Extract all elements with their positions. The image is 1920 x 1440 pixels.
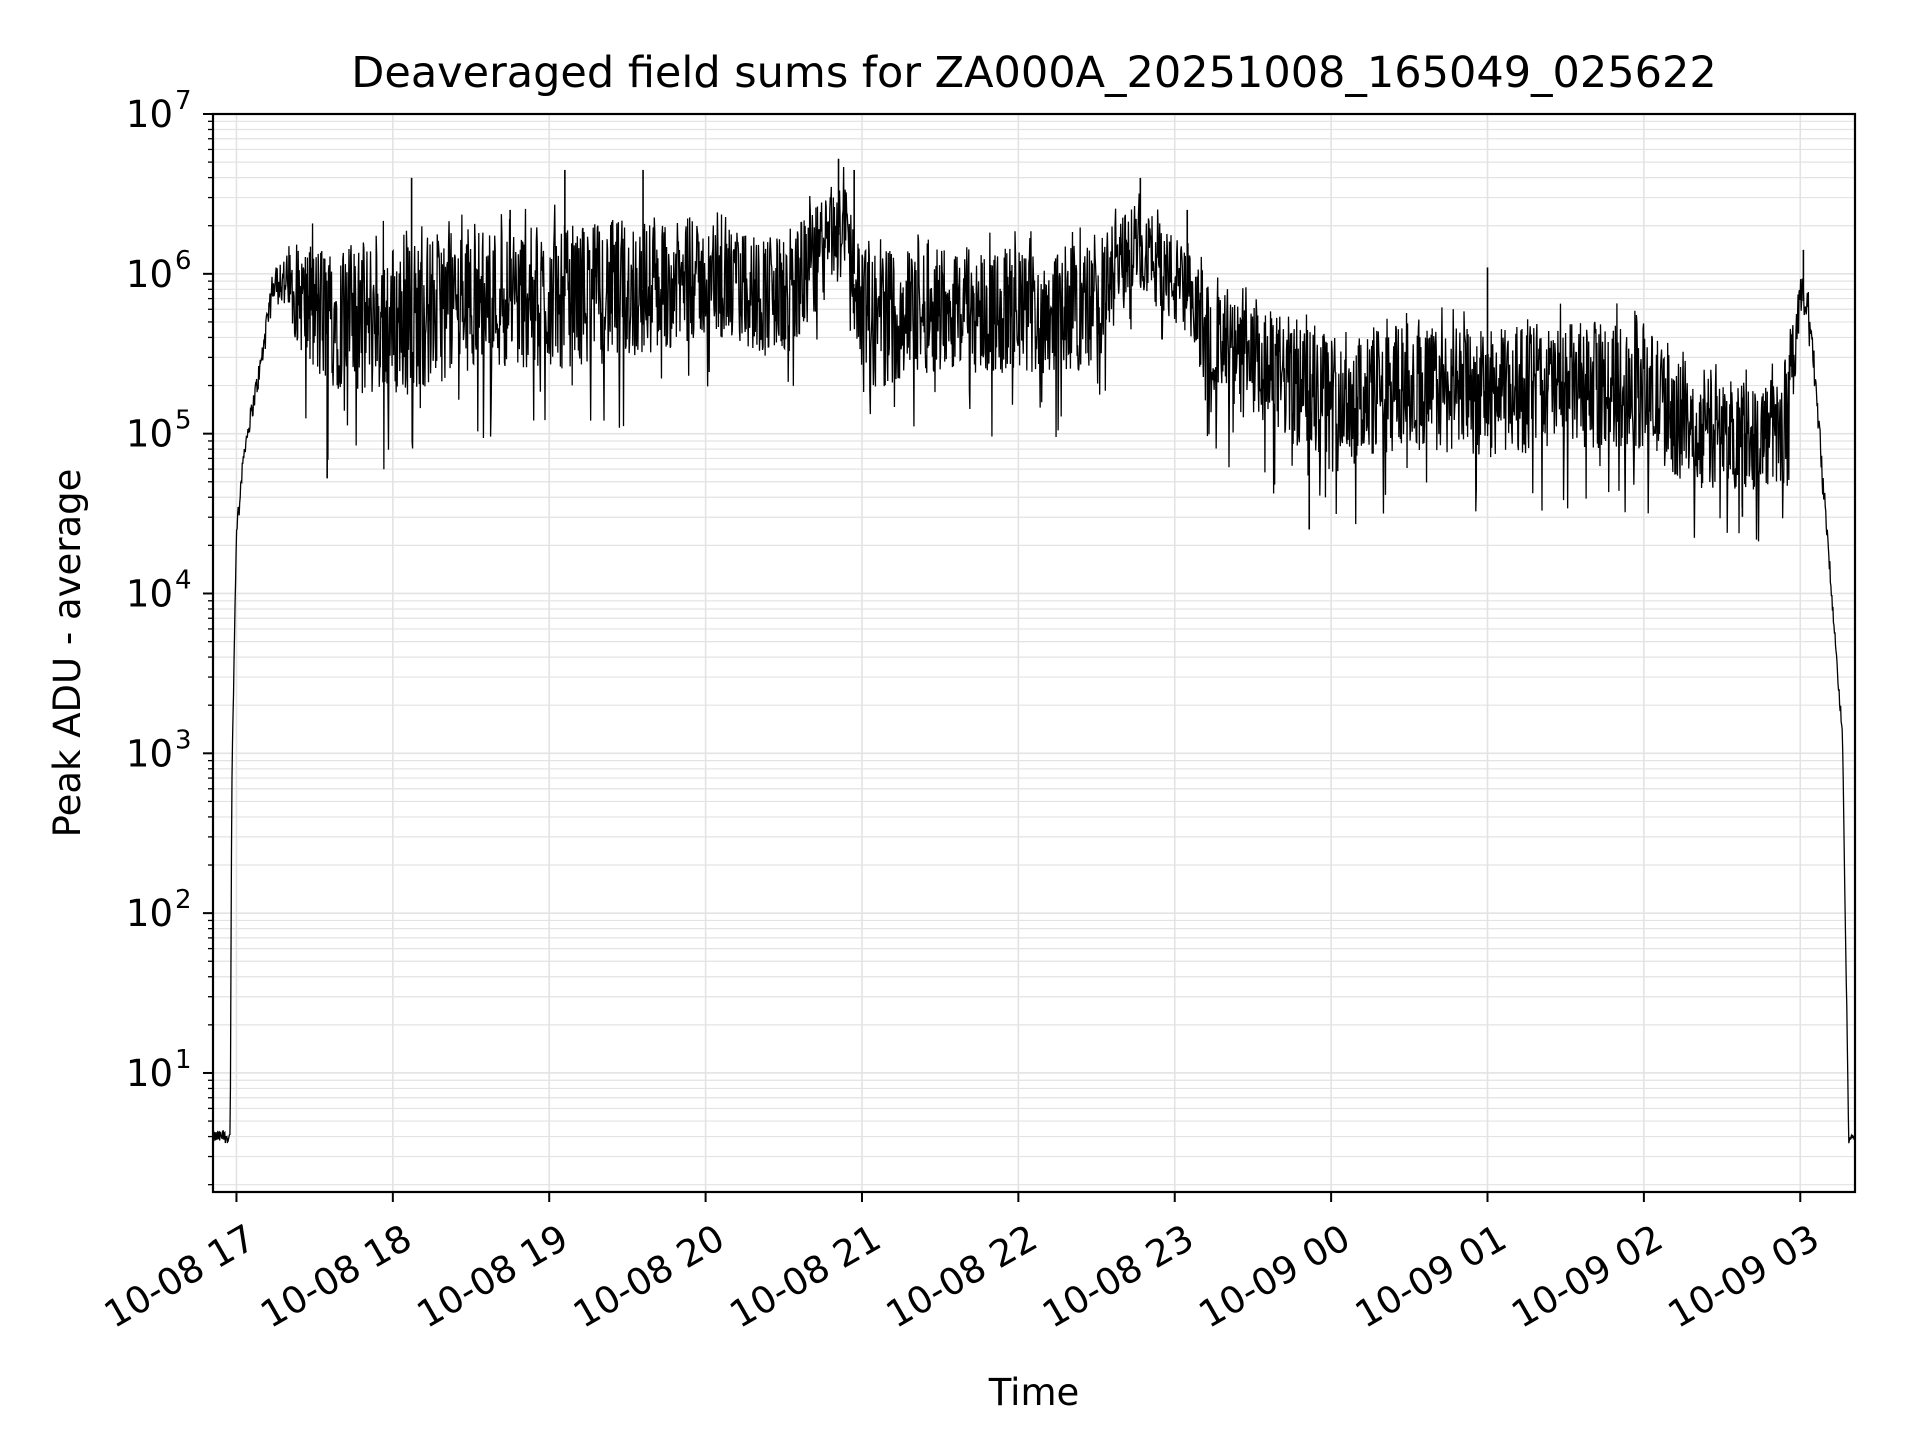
y-tick-exponent: 7	[175, 86, 192, 116]
y-axis-label: Peak ADU - average	[46, 469, 89, 838]
y-tick-label: 10	[126, 1052, 173, 1095]
y-tick-exponent: 4	[175, 565, 192, 595]
y-tick-label: 10	[126, 93, 173, 136]
y-tick-exponent: 1	[175, 1045, 192, 1075]
tick-marks	[203, 113, 1802, 1202]
plot-frame	[211, 112, 1857, 1194]
y-tick-label: 10	[126, 413, 173, 456]
x-axis-label: Time	[988, 1371, 1080, 1414]
y-tick-exponent: 5	[175, 406, 192, 436]
y-tick-label: 10	[126, 253, 173, 296]
y-tick-label: 10	[126, 892, 173, 935]
y-tick-label: 10	[126, 572, 173, 615]
y-tick-exponent: 6	[175, 246, 192, 276]
y-tick-exponent: 2	[175, 885, 192, 915]
y-tick-label: 10	[126, 732, 173, 775]
y-tick-exponent: 3	[175, 725, 192, 755]
chart-title: Deaveraged field sums for ZA000A_2025100…	[351, 48, 1716, 98]
series-line	[212, 166, 1856, 1144]
data-layer	[212, 158, 1856, 1144]
